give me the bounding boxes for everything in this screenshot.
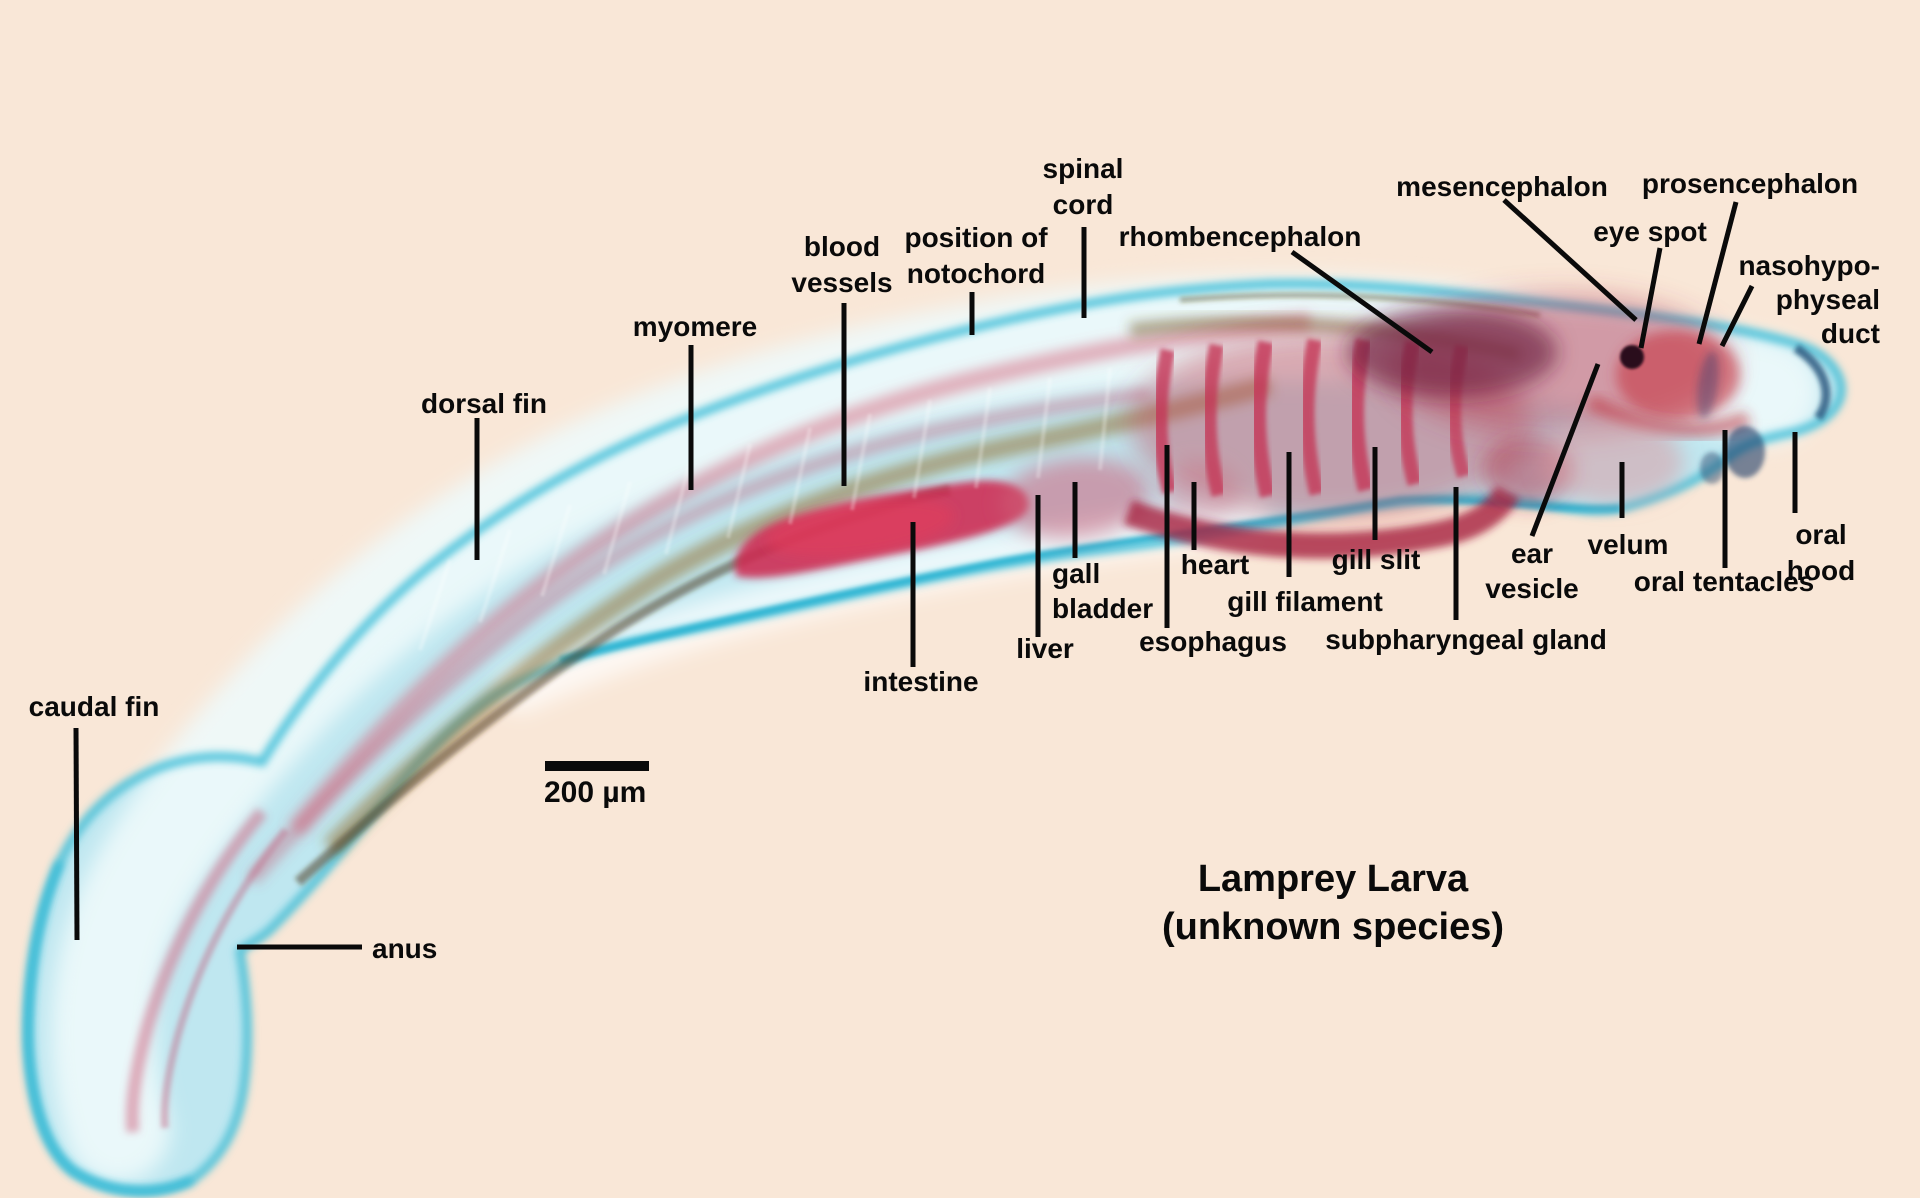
nasohypophyseal-duct-leader [1719, 284, 1755, 348]
tail-pink-stripe-2 [160, 827, 290, 1129]
rhombencephalon-region [1347, 307, 1557, 397]
gill-bar-4 [1299, 338, 1325, 496]
gill-bar-3 [1250, 340, 1276, 498]
lower-pink-stripe [247, 387, 1151, 885]
label-myomere: myomere [632, 311, 758, 342]
larva-body-artwork [23, 275, 1846, 1196]
label-subpharyngeal-gland: subpharyngeal gland [1325, 624, 1607, 655]
label-intestine: intestine [863, 666, 979, 697]
suboral-red-arc [1586, 394, 1752, 438]
tail-rim-accent [23, 860, 194, 1196]
mesencephalon-leader [1502, 198, 1638, 322]
label-position-of-notochord: position of notochord [904, 222, 1048, 289]
oral-dark-slash [1697, 351, 1719, 419]
ear-vesicle-leader [1529, 363, 1601, 537]
tail-pink-stripe-1 [125, 807, 267, 1133]
oral-hood-rim [1793, 344, 1831, 421]
label-rhombencephalon: rhombencephalon [1118, 221, 1362, 252]
figure-title: Lamprey Larva (unknown species) [1161, 858, 1505, 948]
label-nasohypophyseal-duct: nasohypo- physeal duct [1738, 250, 1880, 349]
label-heart: heart [1180, 549, 1250, 580]
label-blood-vessels: blood vessels [791, 231, 893, 298]
myomere-pink-stripe [288, 313, 1311, 836]
caudal-fin-leader [73, 727, 80, 941]
eye-spot-leader [1638, 247, 1663, 349]
label-prosencephalon: prosencephalon [1641, 168, 1859, 199]
myomere-striations [418, 367, 1112, 651]
label-eye-spot: eye spot [1593, 216, 1707, 247]
velum-region [1540, 420, 1684, 504]
scale-bar-label: 200 µm [544, 776, 647, 809]
scale-bar [545, 761, 649, 771]
label-mesencephalon: mesencephalon [1396, 171, 1608, 202]
label-anus: anus [372, 933, 438, 964]
label-gall-bladder: gall bladder [1052, 558, 1154, 624]
intestine-core [765, 499, 955, 557]
prosencephalon-leader [1696, 201, 1739, 345]
label-gill-filament: gill filament [1227, 586, 1383, 617]
gill-bar-2 [1201, 343, 1227, 497]
subpharyngeal-band [1123, 485, 1520, 559]
rhombencephalon-leader [1290, 249, 1434, 355]
label-ear-vesicle: ear vesicle [1485, 538, 1579, 604]
label-spinal-cord: spinal cord [1042, 153, 1124, 220]
oral-tentacle-blotch-2 [1700, 452, 1724, 484]
label-liver: liver [1016, 633, 1074, 664]
label-dorsal-fin: dorsal fin [420, 388, 548, 419]
label-velum: velum [1587, 529, 1669, 560]
eye-spot-dot [1620, 345, 1644, 369]
label-caudal-fin: caudal fin [28, 691, 160, 722]
label-oral-hood: oral hood [1786, 519, 1856, 586]
oral-tentacle-blotch-1 [1725, 426, 1765, 478]
label-gill-slit: gill slit [1331, 544, 1421, 575]
label-esophagus: esophagus [1139, 626, 1287, 657]
leader-lines [73, 198, 1798, 950]
gut-olive-band [322, 375, 1273, 855]
label-oral-tentacles: oral tentacles [1633, 566, 1815, 597]
